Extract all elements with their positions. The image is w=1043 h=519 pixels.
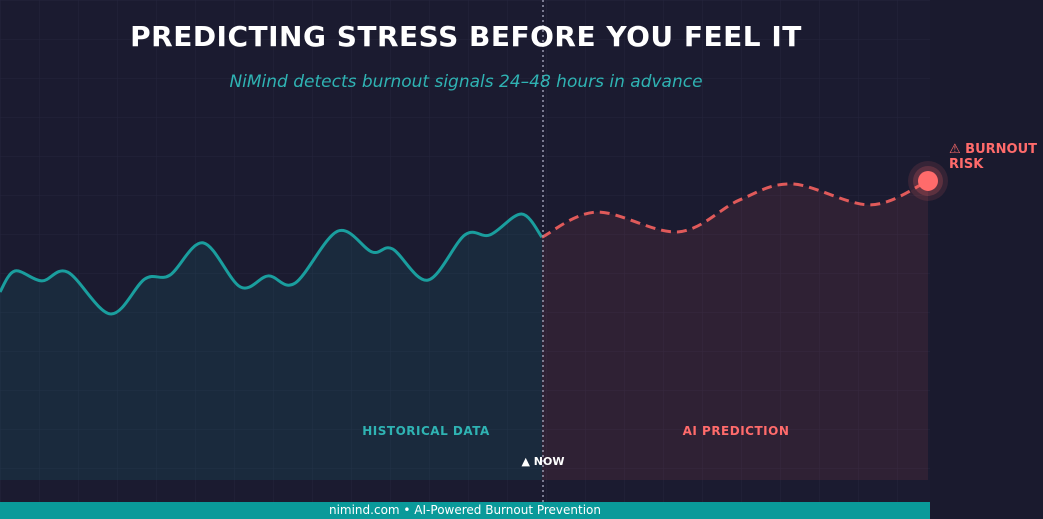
area [0,213,542,480]
chart-subtitle: NiMind detects burnout signals 24–48 hou… [229,72,702,92]
chart-title: PREDICTING STRESS BEFORE YOU FEEL IT [130,20,802,53]
risk-point [918,170,938,191]
line [0,212,544,316]
grid-pattern [0,0,930,502]
prediction-label: AI PREDICTION [683,424,790,438]
historical-label: HISTORICAL DATA [362,424,490,438]
risk-annotation: ⚠ BURNOUT RISK [949,142,1038,172]
footer: nimind.com • AI-Powered Burnout Preventi… [0,502,930,519]
area [541,180,928,480]
now-label: ▲ NOW [522,455,565,468]
line [541,179,929,239]
